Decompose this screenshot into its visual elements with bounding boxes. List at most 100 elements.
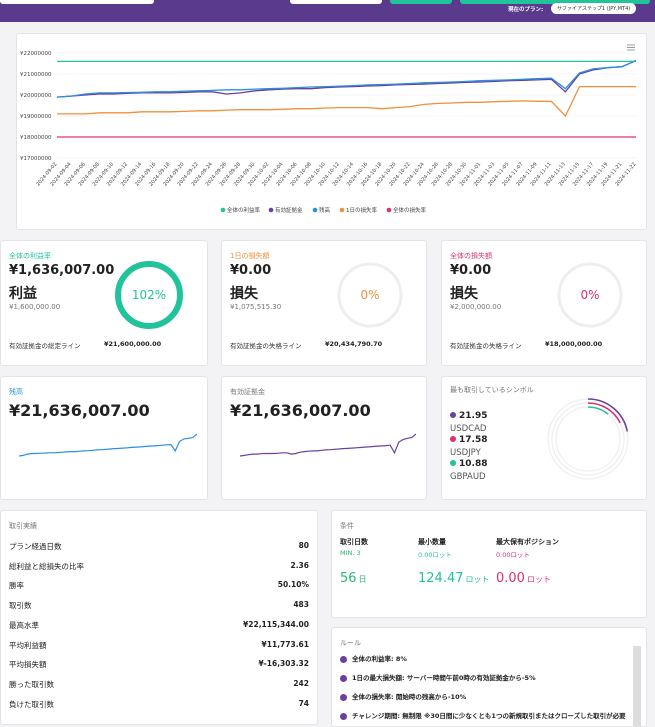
card-title: 残高 — [9, 388, 23, 396]
legend-label: 残高 — [319, 206, 331, 214]
legend-marker — [312, 207, 318, 213]
progress-ring: 0% — [557, 262, 623, 328]
kind: 損失 — [230, 286, 258, 302]
stat-value: 80 — [298, 541, 309, 550]
target: ¥1,075,515.30 — [230, 303, 282, 311]
stat-row: 平均損失額 ¥-16,303.32 — [9, 659, 309, 670]
progress-ring: 102% — [115, 261, 183, 329]
button[interactable] — [390, 0, 452, 4]
value: 56 — [340, 571, 357, 586]
line-label: 有効証拠金の失格ライン — [230, 342, 302, 350]
legend-marker — [339, 207, 345, 213]
stat-label: 最高水準 — [9, 620, 39, 630]
rule-bullet — [340, 674, 347, 682]
plan-label: 現在のプラン: — [508, 7, 544, 13]
card-title: 最も取引しているシンボル — [450, 386, 534, 394]
chart: ¥17000000 ¥18000000 ¥19000000 ¥20000000 ¥210… — [20, 44, 638, 214]
symbol-name: USDCAD — [450, 424, 487, 434]
legend-label: 有効証拠金 — [275, 206, 303, 214]
cond-value: 56 日 — [340, 571, 367, 586]
rule-text: チャレンジ期間: 無制限 ※30日間に少なくとも1つの新規取引またはクローズした… — [352, 712, 626, 720]
stats-card: 取引実績 プラン経過日数 80 総利益と総損失の比率 2.36 勝率 50.10% 取引数 4… — [0, 510, 318, 725]
cond-req: 0.00ロット — [418, 551, 452, 559]
ring — [337, 262, 403, 328]
rule-text: 全体の利益率: 8% — [352, 655, 407, 663]
symbol-item: 21.95 — [450, 411, 487, 421]
stat-card: 1日の損失額 ¥0.00 損失 ¥1,075,515.30 有効証拠金の失格ライン ¥20… — [221, 240, 427, 366]
cond-value: 0.00 ロット — [496, 571, 551, 586]
unit: ロット — [526, 575, 551, 584]
stat-card: 全体の利益率 ¥1,636,007.00 利益 ¥1,600,000.00 有効証拠金の… — [0, 240, 208, 366]
ring — [557, 262, 623, 328]
button[interactable] — [290, 0, 382, 4]
top-bar: 現在のプラン: サファイアステップ1 (JPY,MT4) — [0, 0, 655, 22]
series-line — [56, 60, 637, 98]
stat-value: 242 — [293, 678, 309, 688]
line-value: ¥18,000,000.00 — [545, 340, 603, 348]
button[interactable] — [460, 0, 650, 4]
stat-value: 2.36 — [290, 560, 309, 570]
stat-row: 取引数 483 — [9, 600, 309, 611]
symbol-item: 10.88 — [450, 459, 487, 469]
symbol-value: 17.58 — [459, 435, 488, 445]
unit: ロット — [465, 575, 490, 584]
card-title: ルール — [340, 639, 361, 647]
value: 0.00 — [496, 571, 525, 586]
menu-icon[interactable] — [627, 44, 635, 51]
y-tick-label: ¥21000000 — [20, 72, 52, 78]
card-title: 全体の損失額 — [450, 252, 492, 260]
symbol-dot — [450, 460, 456, 466]
symbol-rings — [547, 398, 629, 480]
series-line — [19, 433, 197, 457]
rule-bullet — [340, 712, 347, 720]
symbol-arc — [587, 406, 609, 415]
symbol-item: 17.58 — [450, 435, 487, 445]
series-line — [240, 433, 416, 457]
ring — [115, 261, 183, 329]
stat-row: 負けた取引数 74 — [9, 699, 309, 710]
balance-card: 残高 ¥21,636,007.00 — [0, 376, 208, 500]
cond-label: 最大保有ポジション — [496, 538, 559, 546]
rules-card: ルール 全体の利益率: 8% 1日の最大損失額: サーバー時間午前0時の有効証拠金… — [331, 627, 647, 727]
stat-label: 平均損失額 — [9, 660, 47, 670]
symbol-dot — [450, 436, 456, 442]
symbol-arc — [587, 398, 629, 432]
stat-value: ¥-16,303.32 — [258, 659, 309, 669]
sparkline — [19, 433, 197, 457]
scrollbar[interactable] — [633, 646, 641, 726]
legend-label: 1日の損失率 — [346, 206, 377, 214]
conditions-card: 条件 取引日数 MIN. 3 56 日最小数量 0.00ロット 124.47 ロット 最大保有… — [331, 510, 647, 618]
stat-value: ¥22,115,344.00 — [243, 619, 309, 629]
line-value: ¥21,600,000.00 — [104, 340, 162, 348]
amount: ¥21,636,007.00 — [9, 401, 150, 420]
rule-text: 1日の最大損失額: サーバー時間午前0時の有効証拠金から-5% — [352, 674, 536, 682]
stat-label: プラン経過日数 — [9, 542, 62, 551]
unit: 日 — [358, 575, 367, 584]
stat-label: 負けた取引数 — [9, 699, 54, 709]
ring-label: 0% — [360, 288, 379, 302]
symbols-card: 最も取引しているシンボル 21.95 USDCAD 17.58 USDJPY 10.88… — [441, 376, 647, 500]
stat-label: 勝率 — [9, 581, 24, 591]
stat-row: 総利益と総損失の比率 2.36 — [9, 561, 309, 572]
chart-card: ¥17000000 ¥18000000 ¥19000000 ¥20000000 ¥210… — [16, 33, 647, 230]
card-title: 全体の利益率 — [9, 252, 51, 260]
stat-value: ¥11,773.61 — [261, 639, 309, 649]
rule-item: 全体の利益率: 8% — [340, 655, 626, 664]
stat-value: 483 — [293, 600, 309, 610]
cond-req: 0.00ロット — [496, 551, 530, 559]
card-title: 取引実績 — [9, 522, 37, 530]
legend-label: 全体の損失率 — [393, 206, 427, 214]
legend-label: 全体の利益率 — [227, 206, 261, 214]
amount: ¥21,636,007.00 — [230, 401, 371, 420]
stat-value: 50.10% — [277, 580, 309, 590]
stat-label: 勝った取引数 — [9, 679, 54, 689]
line-label: 有効証拠金の失格ライン — [450, 342, 522, 350]
legend-marker — [268, 207, 274, 213]
line-label: 有効証拠金の総定ライン — [9, 342, 81, 350]
search-box[interactable] — [0, 0, 154, 4]
plan-badge[interactable]: サファイアステップ1 (JPY,MT4) — [551, 3, 637, 14]
y-tick-label: ¥20000000 — [20, 93, 52, 99]
equity-card: 有効証拠金 ¥21,636,007.00 — [221, 376, 427, 500]
ring-track — [555, 406, 621, 472]
